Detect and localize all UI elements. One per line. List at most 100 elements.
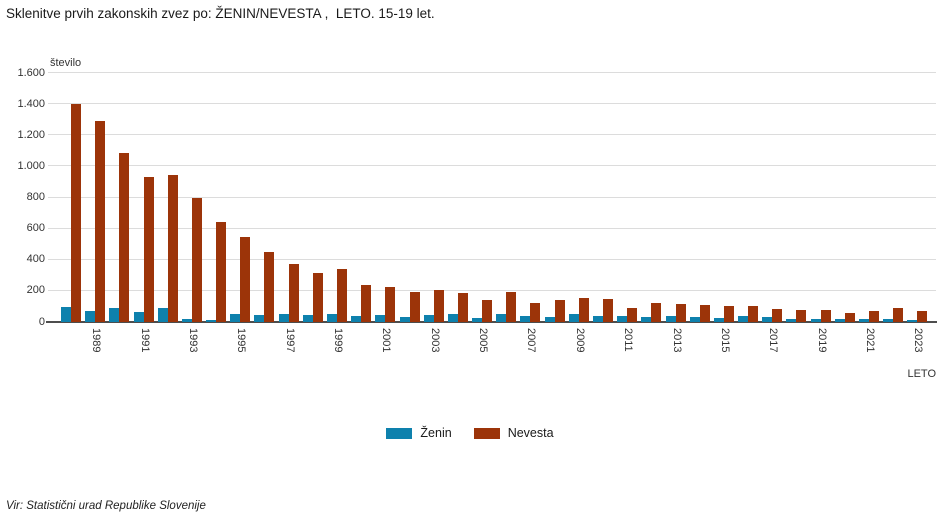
x-axis-line <box>46 321 937 323</box>
y-tick-label: 0 <box>38 315 45 328</box>
bar-nevesta-1988 <box>71 104 81 322</box>
bar-zenin-2003 <box>423 315 434 322</box>
bar-zenin-2017 <box>762 317 773 322</box>
bar-nevesta-2003 <box>433 290 444 322</box>
x-tick-label: 2023 <box>912 328 925 353</box>
bar-nevesta-2017 <box>772 308 783 322</box>
bar-zenin-2023 <box>907 320 918 322</box>
x-tick-label: 1997 <box>283 328 296 353</box>
bar-zenin-2004 <box>447 314 458 322</box>
gridline <box>48 289 936 291</box>
bar-zenin-1989 <box>85 311 96 322</box>
bar-nevesta-2009 <box>578 297 589 322</box>
bar-nevesta-2012 <box>651 302 662 322</box>
x-tick-label: 2011 <box>622 328 635 352</box>
bar-nevesta-1995 <box>240 236 251 322</box>
x-tick-label: 1989 <box>90 328 103 353</box>
bar-zenin-2016 <box>738 316 749 322</box>
bar-nevesta-1991 <box>143 176 154 322</box>
bar-nevesta-2006 <box>506 292 517 322</box>
x-tick-label: 2009 <box>573 328 586 353</box>
bar-nevesta-1990 <box>119 153 130 322</box>
y-tick-label: 600 <box>26 222 45 235</box>
bar-zenin-2009 <box>568 314 579 322</box>
bar-zenin-2007 <box>520 315 531 322</box>
bar-zenin-1994 <box>206 319 217 322</box>
y-tick-label: 400 <box>26 253 45 266</box>
y-tick-label: 1.200 <box>17 128 45 141</box>
bar-zenin-2018 <box>786 318 797 322</box>
bar-zenin-1993 <box>181 318 192 322</box>
bar-nevesta-1999 <box>336 269 347 322</box>
y-tick-label: 200 <box>26 284 45 297</box>
nevesta-color-swatch-icon <box>473 427 500 439</box>
bar-zenin-2006 <box>496 314 507 322</box>
x-tick-label: 1995 <box>235 328 248 353</box>
zenin-color-swatch-icon <box>386 427 413 439</box>
bar-nevesta-2000 <box>361 285 372 322</box>
bar-nevesta-2021 <box>868 311 879 322</box>
x-tick-label: 2021 <box>863 328 876 353</box>
bar-zenin-2000 <box>351 316 362 322</box>
legend-item-nevesta: Nevesta <box>473 426 554 440</box>
bar-zenin-2002 <box>399 316 410 322</box>
bar-zenin-2012 <box>641 316 652 322</box>
bar-nevesta-2005 <box>482 300 493 322</box>
x-tick-label: 2001 <box>380 328 393 353</box>
gridline <box>48 258 936 260</box>
bar-nevesta-2002 <box>409 291 420 322</box>
bar-zenin-1997 <box>278 314 289 322</box>
bar-nevesta-2010 <box>602 298 613 322</box>
bar-nevesta-2022 <box>893 308 904 322</box>
gridline <box>48 227 936 229</box>
bar-nevesta-1992 <box>167 174 178 322</box>
bar-zenin-1991 <box>133 311 144 322</box>
bar-zenin-2008 <box>544 317 555 322</box>
bar-nevesta-1997 <box>288 263 299 322</box>
bar-nevesta-2008 <box>554 299 565 322</box>
bar-zenin-2022 <box>883 319 894 322</box>
bar-nevesta-2007 <box>530 302 541 322</box>
x-tick-label: 2003 <box>428 328 441 353</box>
bar-zenin-2019 <box>810 318 821 322</box>
bar-nevesta-1994 <box>216 222 227 322</box>
gridline <box>48 72 936 73</box>
gridline <box>48 165 936 167</box>
bar-zenin-2013 <box>665 315 676 322</box>
x-axis-title: LETO <box>907 368 936 380</box>
bar-nevesta-2014 <box>699 305 710 322</box>
bar-nevesta-2019 <box>820 310 831 322</box>
bar-nevesta-2013 <box>675 304 686 322</box>
bar-zenin-2010 <box>592 315 603 322</box>
gridline <box>48 134 936 136</box>
x-tick-label: 1993 <box>186 328 199 353</box>
x-tick-label: 1991 <box>138 328 151 353</box>
bar-zenin-2014 <box>689 316 700 322</box>
bar-zenin-2005 <box>472 317 483 322</box>
legend-label-zenin: Ženin <box>420 426 452 440</box>
bar-nevesta-2016 <box>748 306 759 322</box>
x-tick-label: 2015 <box>718 328 731 353</box>
bar-zenin-2001 <box>375 315 386 322</box>
bar-nevesta-2001 <box>385 286 396 322</box>
x-tick-label: 2019 <box>815 328 828 353</box>
bar-nevesta-1996 <box>264 252 275 322</box>
source-note: Vir: Statistični urad Republike Slovenij… <box>6 500 206 512</box>
bar-nevesta-2004 <box>457 292 468 322</box>
bar-nevesta-2015 <box>723 305 734 322</box>
y-tick-label: 800 <box>26 191 45 203</box>
x-tick-label: 2005 <box>477 328 490 353</box>
y-tick-label: 1.400 <box>17 97 45 110</box>
bar-zenin-1998 <box>302 314 313 322</box>
x-tick-label: 1999 <box>331 328 344 353</box>
y-axis-unit-label: število <box>50 57 82 69</box>
legend-item-zenin: Ženin <box>386 426 452 440</box>
bar-zenin-2021 <box>858 318 869 322</box>
x-tick-label: 2007 <box>525 328 538 353</box>
plot-area <box>46 72 937 323</box>
bar-nevesta-1998 <box>312 273 323 322</box>
y-tick-label: 1.000 <box>17 159 45 172</box>
bar-zenin-1996 <box>254 315 265 322</box>
bar-nevesta-2020 <box>844 313 855 322</box>
bar-nevesta-1989 <box>95 121 106 322</box>
